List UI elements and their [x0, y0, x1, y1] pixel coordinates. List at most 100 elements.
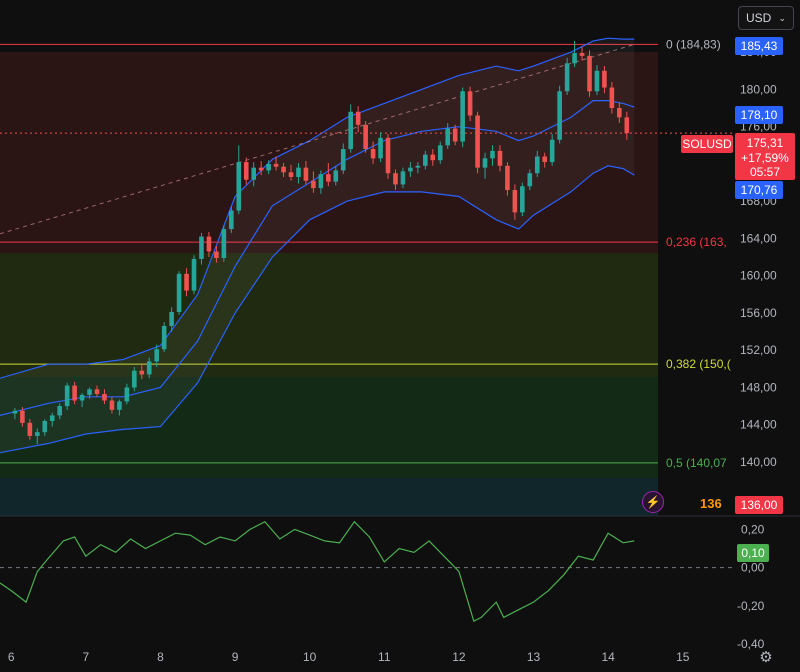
last-price-text: 175,31 — [747, 136, 784, 150]
time-tick-label: 15 — [676, 650, 690, 664]
lower-band-badge — [735, 181, 783, 199]
alert-price-badge-text: 136,00 — [741, 498, 778, 512]
candle-body — [251, 167, 257, 180]
candle-body — [415, 165, 421, 168]
fib-zone-teal — [0, 478, 658, 516]
fib-zone-red — [0, 52, 658, 253]
band-lower-line — [0, 165, 635, 454]
osc-value-badge — [737, 544, 769, 562]
candle-body — [423, 154, 428, 166]
time-tick-label: 14 — [601, 650, 615, 664]
candle-body — [490, 150, 495, 159]
candle-body — [587, 55, 592, 92]
candle-body — [117, 401, 122, 410]
fib-label: 0,5 (140,07 — [666, 456, 727, 470]
candle-body — [184, 273, 189, 291]
band-middle-line — [0, 100, 635, 416]
price-tick-label: 144,00 — [740, 418, 777, 432]
candle-body — [87, 389, 92, 395]
time-axis[interactable]: 6 7 8 9 10 11 12 13 14 15 — [8, 650, 690, 664]
osc-tick-label: -0,20 — [737, 599, 765, 613]
fib-label: 0,382 (150,( — [666, 357, 731, 371]
settings-icon[interactable]: ⚙ — [759, 649, 773, 666]
time-tick-label: 10 — [303, 650, 317, 664]
candle-body — [154, 349, 160, 362]
candle-body — [482, 158, 488, 168]
candle-body — [243, 162, 249, 180]
osc-tick-label: 0,20 — [741, 522, 765, 536]
candle-body — [266, 163, 271, 171]
candle-body — [199, 236, 204, 259]
osc-axis[interactable]: 0,20 0,00 -0,20 -0,40 — [737, 522, 765, 651]
candle-body — [527, 173, 533, 187]
candle-body — [430, 154, 436, 161]
time-tick-label: 12 — [452, 650, 466, 664]
price-tick-label: 140,00 — [740, 455, 777, 469]
upper-band-badge-text: 185,43 — [741, 39, 778, 53]
candle-body — [311, 180, 316, 189]
candle-body — [437, 145, 443, 161]
candle-body — [355, 111, 361, 125]
candle-body — [236, 162, 242, 211]
candle-body — [602, 70, 607, 88]
mid-band-badge — [735, 106, 783, 124]
alert-price-badge — [735, 496, 783, 514]
candles — [12, 40, 630, 445]
last-price-badge — [735, 133, 795, 180]
candle-body — [617, 108, 622, 118]
candle-body — [214, 251, 219, 258]
candle-body — [460, 91, 465, 142]
candle-body — [520, 186, 525, 213]
fib-label: 0 (184,83) — [666, 37, 721, 51]
price-tick-label: 160,00 — [740, 269, 777, 283]
candle-body — [102, 393, 107, 401]
candle-body — [333, 170, 339, 182]
upper-band-badge — [735, 37, 783, 55]
lower-band-badge-text: 170,76 — [741, 183, 778, 197]
fib-zone-green — [0, 377, 658, 478]
trendline[interactable] — [0, 43, 635, 235]
candle-body — [572, 53, 577, 64]
candle-body — [400, 171, 406, 185]
price-tick-label: 164,00 — [740, 231, 777, 245]
candle-body — [229, 210, 234, 230]
candle-body — [191, 258, 197, 291]
time-tick-label: 6 — [8, 650, 15, 664]
candle-body — [303, 167, 309, 181]
candle-body — [549, 139, 555, 163]
candle-body — [27, 422, 33, 436]
osc-value-badge-text: 0,10 — [741, 546, 765, 560]
candle-body — [624, 117, 630, 134]
candle-body — [176, 273, 182, 313]
candle-body — [288, 172, 294, 177]
candle-body — [340, 149, 346, 171]
candle-body — [475, 115, 480, 168]
fib-labels: 0 (184,83) 0,236 (163, 0,382 (150,(0,5 (14… — [666, 37, 731, 469]
candle-body — [42, 420, 48, 433]
fib-lines — [0, 43, 658, 464]
currency-dropdown[interactable]: USD ⌄ — [738, 6, 794, 30]
candle-body — [609, 87, 615, 109]
candle-body — [94, 389, 100, 394]
candle-body — [557, 91, 562, 140]
candle-body — [109, 400, 115, 410]
lightning-icon[interactable]: ⚡ — [642, 491, 664, 513]
time-tick-label: 8 — [157, 650, 164, 664]
time-tick-label: 13 — [527, 650, 541, 664]
osc-tick-label: -0,40 — [737, 637, 765, 651]
price-tick-label: 152,00 — [740, 343, 777, 357]
symbol-badge-text: SOLUSD — [682, 137, 732, 151]
candle-body — [161, 325, 167, 350]
candle-body — [467, 91, 473, 116]
candle-body — [505, 165, 510, 191]
time-tick-label: 9 — [232, 650, 239, 664]
candle-body — [35, 432, 40, 436]
candle-body — [378, 137, 383, 159]
candle-body — [281, 166, 286, 173]
candle-body — [72, 385, 77, 401]
symbol-badge — [681, 135, 733, 153]
osc-tick-label: 0,00 — [741, 561, 765, 575]
price-tick-label: 156,00 — [740, 306, 777, 320]
candle-body — [370, 149, 376, 159]
